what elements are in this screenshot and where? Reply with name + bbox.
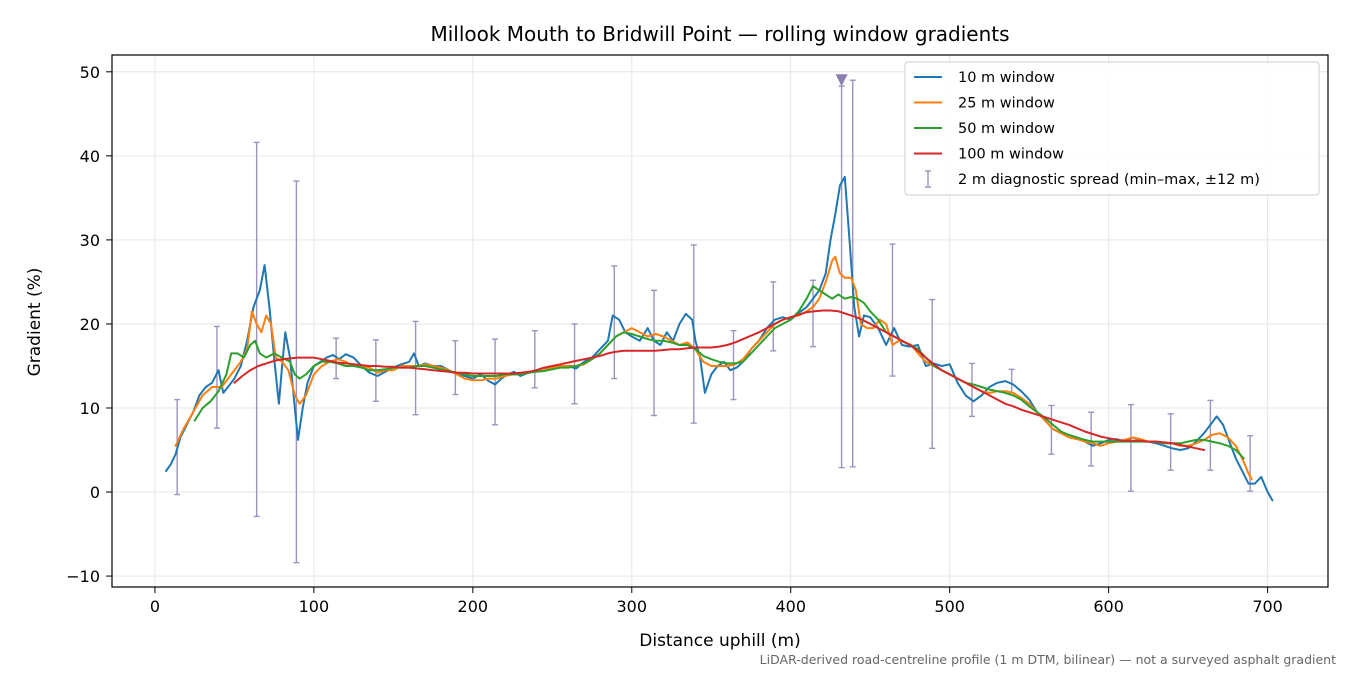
x-tick-label: 600: [1093, 597, 1124, 616]
y-tick-label: 30: [80, 231, 100, 250]
spread-errorbar: [452, 340, 459, 396]
legend-label: 10 m window: [958, 70, 1055, 86]
x-tick-label: 500: [934, 597, 965, 616]
x-tick-label: 400: [775, 597, 806, 616]
y-tick-label: 10: [80, 399, 100, 418]
y-tick-label: 50: [80, 63, 100, 82]
x-tick-label: 300: [617, 597, 648, 616]
series-line-1: [165, 175, 1274, 502]
footnote: LiDAR-derived road-centreline profile (1…: [760, 652, 1336, 667]
legend-item: 2 m diagnostic spread (min–max, ±12 m): [925, 170, 1260, 188]
series-line-2: [174, 255, 1253, 481]
series-group: [165, 79, 1274, 564]
y-tick-label: 0: [90, 483, 100, 502]
spread-errorbar: [1008, 368, 1015, 394]
spread-errorbar: [1127, 403, 1134, 492]
x-axis-title: Distance uphill (m): [639, 631, 800, 651]
chart-title: Millook Mouth to Bridwill Point — rollin…: [430, 22, 1009, 46]
legend-label: 100 m window: [958, 147, 1064, 163]
legend-label: 50 m window: [958, 121, 1055, 137]
y-axis-title: Gradient (%): [25, 268, 45, 377]
y-tick-label: 40: [80, 147, 100, 166]
legend-box: [904, 61, 1320, 196]
legend: 10 m window 25 m window 50 m window 100 m w…: [904, 61, 1320, 196]
axis-ticks: 0 100 200 300 400 500 600 700 −10 0 10 20 30 40 50: [66, 63, 1283, 616]
x-tick-label: 700: [1252, 597, 1283, 616]
x-tick-label: 0: [150, 597, 160, 616]
spread-errorbar: [651, 289, 658, 417]
legend-item: 100 m window: [914, 147, 1064, 163]
spread-errorbar: [889, 243, 896, 377]
spread-errorbar: [611, 265, 618, 380]
spread-errorbar: [492, 338, 499, 426]
legend-label: 25 m window: [958, 96, 1055, 112]
spread-errorbar: [1247, 435, 1254, 492]
plot-frame: [111, 54, 1329, 588]
peak-marker: [835, 74, 848, 87]
spread-errorbar: [929, 298, 936, 450]
x-tick-label: 200: [458, 597, 489, 616]
y-tick-label: 20: [80, 315, 100, 334]
y-tick-label: −10: [66, 567, 100, 586]
spread-errorbar: [809, 279, 816, 348]
spread-errorbar: [213, 325, 220, 429]
spread-errorbar: [531, 329, 538, 389]
spread-errorbar: [253, 141, 260, 518]
spread-errorbar: [571, 323, 578, 405]
spread-errorbar: [293, 180, 300, 564]
series-line-3: [193, 285, 1245, 460]
legend-item: 25 m window: [914, 96, 1055, 112]
x-tick-label: 100: [299, 597, 330, 616]
series-line-4: [233, 309, 1205, 451]
spread-errorbar: [1088, 411, 1095, 467]
legend-label: 2 m diagnostic spread (min–max, ±12 m): [958, 172, 1260, 188]
spread-errorbar: [770, 281, 777, 352]
legend-item: 50 m window: [914, 121, 1055, 137]
spread-errorbar: [1167, 413, 1174, 471]
spread-errorbar: [333, 337, 340, 380]
plot-area: [165, 74, 1274, 564]
spread-errorbar: [968, 362, 975, 418]
legend-item: 10 m window: [914, 70, 1055, 86]
spread-errorbar: [1048, 404, 1055, 455]
